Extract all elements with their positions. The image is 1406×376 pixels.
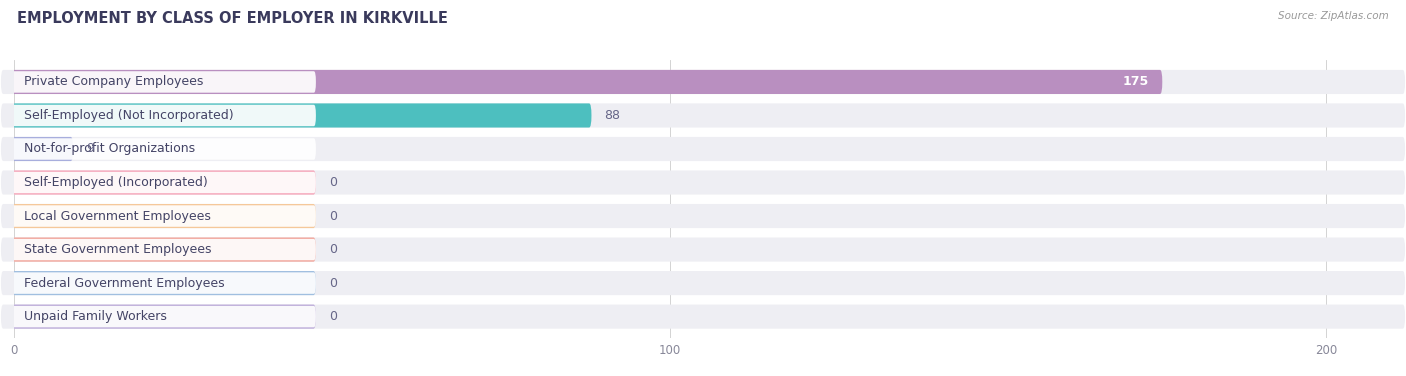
Text: Unpaid Family Workers: Unpaid Family Workers — [24, 310, 167, 323]
FancyBboxPatch shape — [1, 305, 1405, 329]
FancyBboxPatch shape — [1, 271, 316, 295]
Text: 0: 0 — [329, 176, 337, 189]
Text: 88: 88 — [605, 109, 620, 122]
FancyBboxPatch shape — [1, 137, 1405, 161]
FancyBboxPatch shape — [7, 105, 316, 126]
Text: 175: 175 — [1123, 76, 1149, 88]
Text: Private Company Employees: Private Company Employees — [24, 76, 204, 88]
FancyBboxPatch shape — [1, 238, 1405, 262]
FancyBboxPatch shape — [7, 205, 316, 227]
FancyBboxPatch shape — [1, 170, 316, 195]
Text: Self-Employed (Incorporated): Self-Employed (Incorporated) — [24, 176, 208, 189]
FancyBboxPatch shape — [7, 138, 316, 160]
FancyBboxPatch shape — [1, 170, 1405, 195]
Text: 0: 0 — [329, 209, 337, 223]
FancyBboxPatch shape — [1, 70, 1405, 94]
Text: 9: 9 — [86, 143, 94, 156]
FancyBboxPatch shape — [7, 239, 316, 260]
FancyBboxPatch shape — [7, 71, 316, 92]
FancyBboxPatch shape — [7, 306, 316, 327]
FancyBboxPatch shape — [1, 271, 1405, 295]
FancyBboxPatch shape — [1, 137, 73, 161]
Text: State Government Employees: State Government Employees — [24, 243, 211, 256]
FancyBboxPatch shape — [1, 204, 316, 228]
Text: Source: ZipAtlas.com: Source: ZipAtlas.com — [1278, 11, 1389, 21]
Text: 0: 0 — [329, 277, 337, 290]
Text: Local Government Employees: Local Government Employees — [24, 209, 211, 223]
FancyBboxPatch shape — [1, 70, 1163, 94]
FancyBboxPatch shape — [1, 103, 592, 127]
FancyBboxPatch shape — [1, 238, 316, 262]
Text: EMPLOYMENT BY CLASS OF EMPLOYER IN KIRKVILLE: EMPLOYMENT BY CLASS OF EMPLOYER IN KIRKV… — [17, 11, 447, 26]
Text: Federal Government Employees: Federal Government Employees — [24, 277, 225, 290]
Text: Not-for-profit Organizations: Not-for-profit Organizations — [24, 143, 195, 156]
FancyBboxPatch shape — [1, 305, 316, 329]
FancyBboxPatch shape — [1, 204, 1405, 228]
FancyBboxPatch shape — [7, 272, 316, 294]
FancyBboxPatch shape — [1, 103, 1405, 127]
Text: 0: 0 — [329, 310, 337, 323]
Text: 0: 0 — [329, 243, 337, 256]
Text: Self-Employed (Not Incorporated): Self-Employed (Not Incorporated) — [24, 109, 233, 122]
FancyBboxPatch shape — [7, 172, 316, 193]
